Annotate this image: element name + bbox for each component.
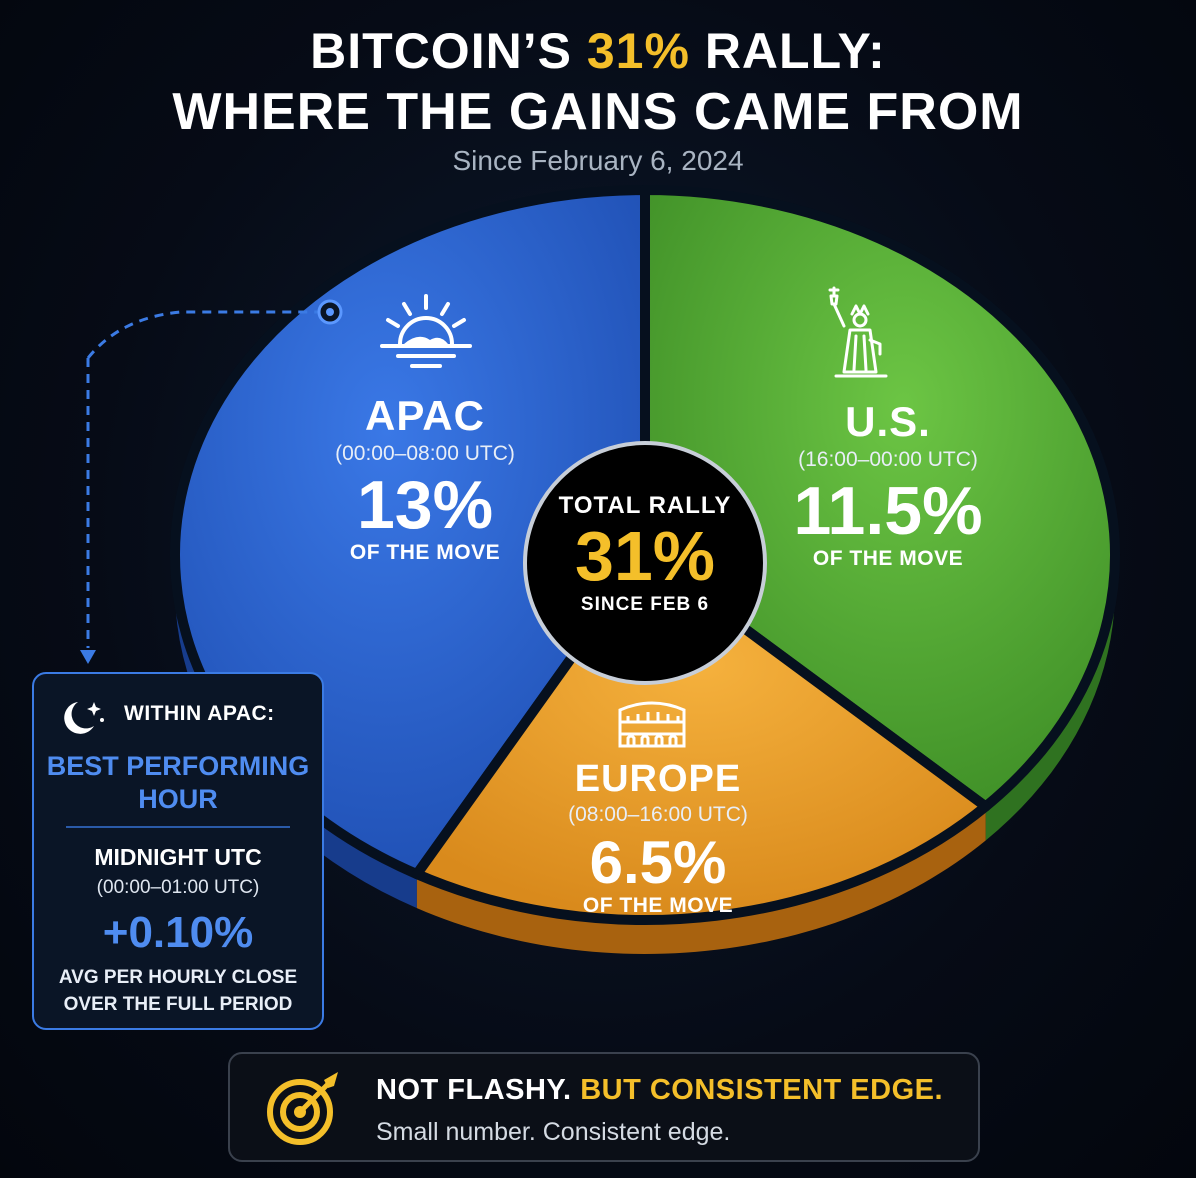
best-line2: HOUR	[138, 784, 218, 814]
footer-banner: NOT FLASHY. BUT CONSISTENT EDGE. Small n…	[228, 1052, 980, 1162]
chart-title-line1: BITCOIN’S 31% RALLY:	[0, 22, 1196, 80]
best-hour-range: (00:00–01:00 UTC)	[96, 877, 260, 898]
slice-caption-apac: OF THE MOVE	[349, 541, 501, 565]
pie-side-us	[985, 548, 1115, 841]
slice-caption-europe: OF THE MOVE	[582, 894, 734, 917]
moon-stars-icon	[56, 696, 108, 745]
center-circle	[523, 441, 767, 685]
apac-detail-box: WITHIN APAC: BEST PERFORMING HOUR MIDNIG…	[32, 672, 324, 1030]
slice-hours-europe: (08:00–16:00 UTC)	[568, 803, 748, 826]
title-pre: BITCOIN’S	[310, 23, 587, 79]
pie-slice-europe	[411, 550, 991, 925]
total-rally-center: TOTAL RALLY 31% SINCE FEB 6	[522, 492, 768, 616]
slice-caption-us: OF THE MOVE	[812, 547, 964, 571]
apac-box-heading: WITHIN APAC:	[124, 702, 275, 725]
note-line2: OVER THE FULL PERIOD	[63, 994, 293, 1015]
apac-box-divider	[66, 826, 290, 828]
europe-label-group: EUROPE (08:00–16:00 UTC) 6.5% OF THE MOV…	[530, 758, 786, 918]
sunrise-icon	[378, 292, 474, 379]
note-line1: AVG PER HOURLY CLOSE	[58, 967, 298, 988]
footer-subline: Small number. Consistent edge.	[376, 1118, 731, 1146]
colosseum-icon	[616, 694, 688, 755]
total-rally-label: TOTAL RALLY	[558, 492, 732, 519]
best-hour-name: MIDNIGHT UTC	[94, 844, 262, 870]
footer-part1: NOT FLASHY.	[376, 1074, 572, 1106]
best-line1: BEST PERFORMING	[46, 751, 310, 781]
statue-of-liberty-icon	[826, 284, 896, 385]
slice-label-europe: EUROPE	[574, 758, 742, 800]
title-highlight: 31%	[586, 23, 690, 79]
slice-label-apac: APAC	[365, 392, 485, 439]
callout-arrowhead	[80, 650, 96, 664]
total-rally-since: SINCE FEB 6	[580, 593, 710, 615]
total-rally-value: 31%	[574, 517, 716, 595]
apac-callout-line	[86, 310, 320, 359]
best-hour-value: +0.10%	[102, 908, 254, 957]
pie-slice-us	[640, 185, 1120, 812]
slice-value-us: 11.5%	[793, 473, 983, 549]
best-performing-hour: BEST PERFORMING HOUR	[34, 750, 322, 816]
slice-value-apac: 13%	[356, 467, 494, 543]
apac-label-group: APAC (00:00–08:00 UTC) 13% OF THE MOVE	[290, 392, 560, 565]
chart-subtitle: Since February 6, 2024	[452, 145, 744, 176]
slice-value-europe: 6.5%	[589, 829, 727, 896]
footer-part2: BUT CONSISTENT EDGE.	[580, 1074, 944, 1106]
footer-headline: NOT FLASHY. BUT CONSISTENT EDGE.	[376, 1074, 943, 1107]
chart-title-line2: WHERE THE GAINS CAME FROM	[172, 83, 1024, 141]
best-hour-note: AVG PER HOURLY CLOSE OVER THE FULL PERIO…	[34, 964, 322, 1018]
us-label-group: U.S. (16:00–00:00 UTC) 11.5% OF THE MOVE	[760, 398, 1016, 571]
slice-label-us: U.S.	[845, 398, 931, 445]
slice-hours-apac: (00:00–08:00 UTC)	[335, 442, 515, 465]
title-post: RALLY:	[689, 23, 886, 79]
callout-dot-core	[326, 308, 334, 316]
target-icon	[264, 1070, 344, 1153]
slice-hours-us: (16:00–00:00 UTC)	[798, 448, 978, 471]
